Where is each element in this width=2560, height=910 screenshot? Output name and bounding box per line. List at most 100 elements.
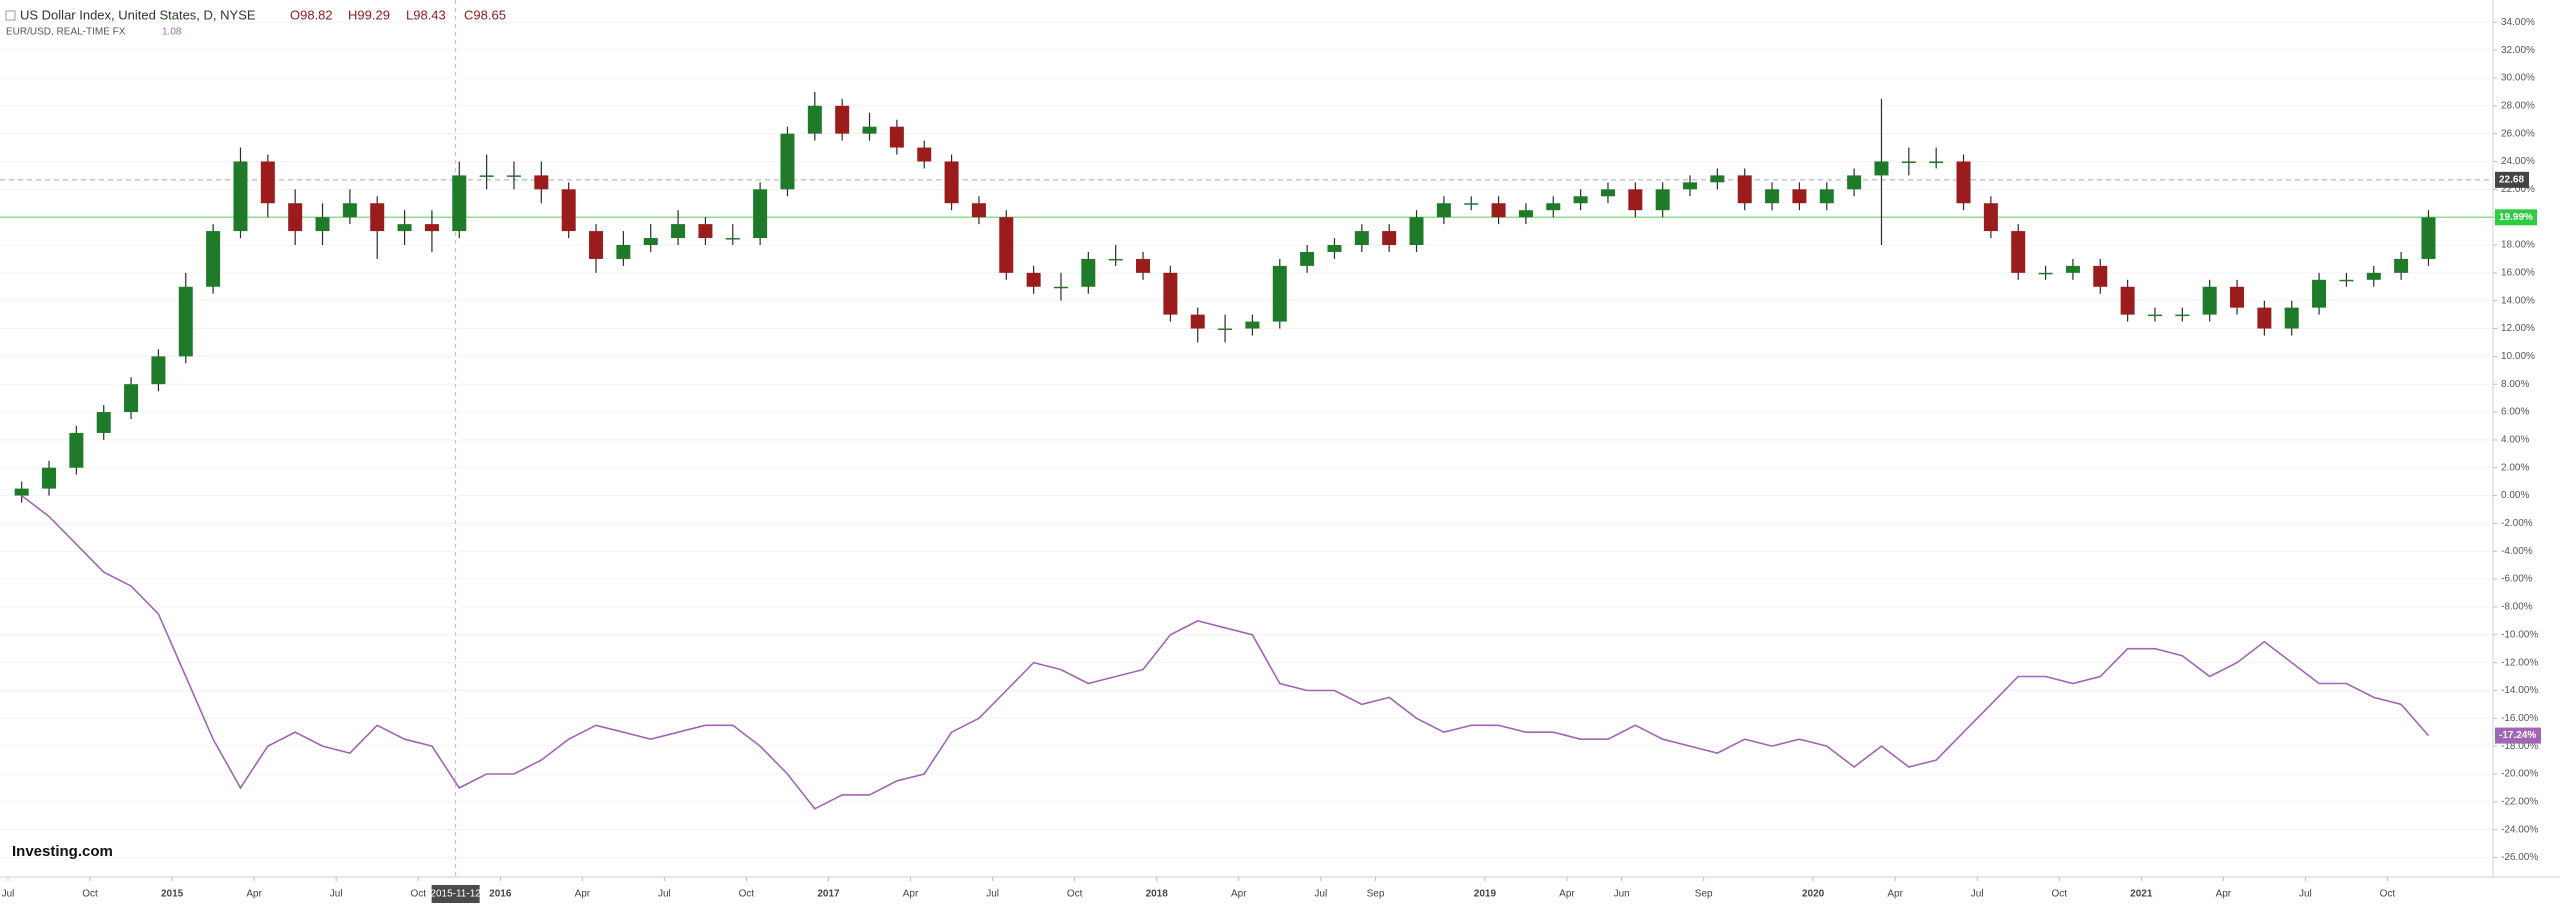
candle-body <box>69 432 84 468</box>
candle-body <box>1382 231 1397 246</box>
reference-label: 22.68 <box>2499 174 2524 185</box>
last-price-box <box>2495 209 2537 226</box>
legend-value: 1.08 <box>162 27 182 38</box>
candle-body <box>1136 258 1151 273</box>
candle-body <box>124 384 139 413</box>
ohlc-label: C98.65 <box>464 7 506 22</box>
candle-body <box>1026 272 1041 287</box>
candle-body <box>96 412 111 433</box>
last-price-box <box>2495 727 2541 744</box>
y-tick-label: 28.00% <box>2501 100 2535 111</box>
y-tick-label: -26.00% <box>2501 852 2538 863</box>
x-tick-label: 2016 <box>489 889 512 900</box>
candle-body <box>2120 286 2135 315</box>
x-tick-label: Oct <box>739 889 755 900</box>
y-tick-label: 4.00% <box>2501 435 2529 446</box>
candle-body <box>2339 279 2354 282</box>
x-tick-label: Oct <box>410 889 426 900</box>
candle-body <box>233 161 248 232</box>
candle-body <box>1081 258 1096 287</box>
y-tick-label: 18.00% <box>2501 240 2535 251</box>
y-tick-label: -12.00% <box>2501 657 2538 668</box>
candle-body <box>206 231 221 287</box>
crosshair-label-box <box>431 885 480 903</box>
y-tick-label: -6.00% <box>2501 574 2533 585</box>
candle-body <box>397 224 412 232</box>
candle-body <box>643 238 658 246</box>
candle-body <box>1600 189 1615 197</box>
x-tick-label: Jul <box>658 889 671 900</box>
candle-body <box>1300 251 1315 266</box>
candle-body <box>1792 189 1807 204</box>
candle-body <box>1983 203 1998 232</box>
x-tick-label: 2019 <box>1474 889 1497 900</box>
candle-body <box>999 217 1014 273</box>
y-tick-label: 10.00% <box>2501 351 2535 362</box>
candle-body <box>1491 203 1506 218</box>
y-tick-label: 22.00% <box>2501 184 2535 195</box>
candle-body <box>1053 286 1068 289</box>
candle-body <box>2147 314 2162 317</box>
candle-body <box>178 286 193 357</box>
candle-body <box>1710 175 1725 183</box>
x-tick-label: 2021 <box>2130 889 2153 900</box>
y-tick-label: 34.00% <box>2501 17 2535 28</box>
candle-body <box>1737 175 1752 204</box>
candle-body <box>506 175 521 177</box>
candle-body <box>2230 286 2245 308</box>
reference-label-box <box>2495 171 2529 188</box>
candle-body <box>671 224 686 239</box>
x-tick-label: Oct <box>2051 889 2067 900</box>
candle-body <box>342 203 357 218</box>
candle-body <box>260 161 275 204</box>
candle-body <box>2011 231 2026 273</box>
candle-body <box>2394 258 2409 273</box>
y-tick-label: -24.00% <box>2501 824 2538 835</box>
y-tick-label: -16.00% <box>2501 713 2538 724</box>
x-tick-label: Jul <box>330 889 343 900</box>
y-tick-label: 2.00% <box>2501 462 2529 473</box>
candle-body <box>534 175 549 190</box>
candle-body <box>1518 210 1533 218</box>
candle-body <box>1655 189 1670 211</box>
line-series <box>21 494 2430 810</box>
candle-body <box>2257 307 2272 329</box>
candle-body <box>1819 189 1834 204</box>
candle-body <box>1628 189 1643 211</box>
y-tick-label: 16.00% <box>2501 267 2535 278</box>
x-tick-label: 2017 <box>817 889 840 900</box>
candle-body <box>2093 265 2108 287</box>
candle-body <box>1108 258 1123 261</box>
candle-body <box>1464 203 1479 205</box>
candle-body <box>1436 203 1451 218</box>
candle-body <box>616 245 631 259</box>
x-tick-label: Jul <box>986 889 999 900</box>
candle-body <box>1354 231 1369 246</box>
candle-body <box>889 126 904 148</box>
ohlc-label: O98.82 <box>290 7 333 22</box>
candle-body <box>725 238 740 240</box>
candle-body <box>1245 321 1260 329</box>
candle-body <box>1573 196 1588 204</box>
candle-body <box>2038 272 2053 275</box>
candle-body <box>479 175 494 177</box>
candle-body <box>561 189 576 232</box>
candle-body <box>2284 307 2299 329</box>
candle-body <box>370 203 385 232</box>
legend-name: US Dollar Index, United States, D, NYSE <box>20 7 256 22</box>
y-tick-label: -14.00% <box>2501 685 2538 696</box>
candle-body <box>780 133 795 190</box>
y-tick-label: -22.00% <box>2501 796 2538 807</box>
y-tick-label: 6.00% <box>2501 407 2529 418</box>
x-tick-label: Jun <box>1614 889 1630 900</box>
y-tick-label: -4.00% <box>2501 546 2533 557</box>
collapse-icon[interactable] <box>5 10 16 21</box>
y-tick-label: 14.00% <box>2501 295 2535 306</box>
candle-body <box>1874 161 1889 176</box>
candle-body <box>1163 272 1178 315</box>
candle-body <box>14 488 29 496</box>
y-tick-label: 12.00% <box>2501 323 2535 334</box>
x-tick-label: Apr <box>2216 889 2232 900</box>
